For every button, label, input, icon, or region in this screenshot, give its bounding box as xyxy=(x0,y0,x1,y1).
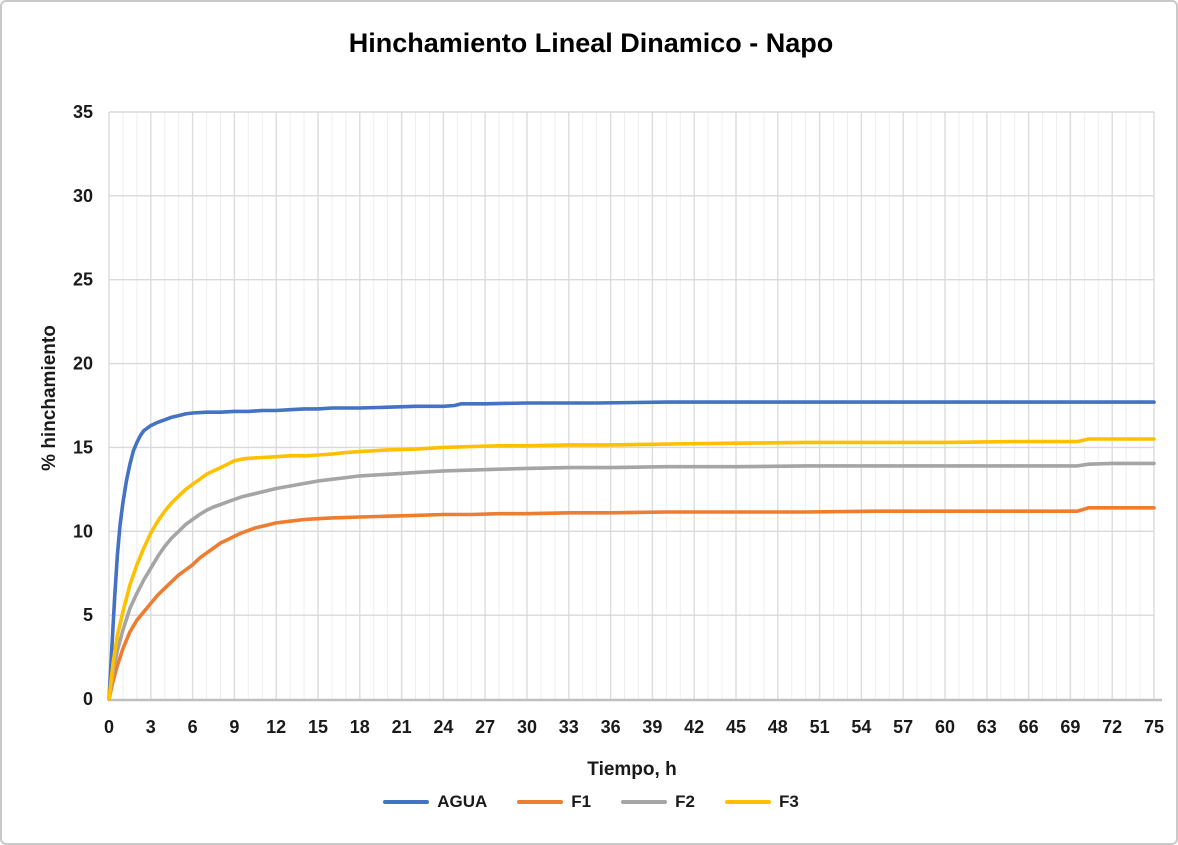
x-tick-label: 60 xyxy=(935,717,955,737)
x-tick-label: 48 xyxy=(768,717,788,737)
legend-line-swatch xyxy=(621,800,668,804)
x-tick-label: 27 xyxy=(475,717,495,737)
legend-item-f2: F2 xyxy=(621,792,695,812)
y-tick-label: 30 xyxy=(73,186,93,206)
x-tick-label: 15 xyxy=(308,717,328,737)
y-tick-label: 20 xyxy=(73,354,93,374)
y-tick-label: 10 xyxy=(73,521,93,541)
x-tick-label: 33 xyxy=(559,717,579,737)
x-axis-title: Tiempo, h xyxy=(587,759,677,780)
x-tick-label: 57 xyxy=(893,717,913,737)
x-tick-label: 0 xyxy=(104,717,114,737)
series-line-f3 xyxy=(107,437,1156,701)
x-tick-label: 54 xyxy=(851,717,871,737)
x-tick-label: 45 xyxy=(726,717,746,737)
x-tick-label: 42 xyxy=(684,717,704,737)
series-line-f1 xyxy=(107,505,1156,701)
series-line-agua xyxy=(107,400,1156,701)
x-tick-label: 75 xyxy=(1144,717,1164,737)
x-tick-label: 9 xyxy=(229,717,239,737)
legend-line-swatch xyxy=(517,800,564,804)
x-tick-label: 21 xyxy=(392,717,412,737)
x-tick-label: 30 xyxy=(517,717,537,737)
series-line-f2 xyxy=(107,461,1156,701)
y-tick-label: 5 xyxy=(83,605,93,625)
y-tick-label: 35 xyxy=(73,102,93,122)
legend: AGUA F1 F2 F3 xyxy=(2,792,1176,812)
y-tick-label: 0 xyxy=(83,689,93,709)
legend-line-swatch xyxy=(383,800,430,804)
x-tick-label: 69 xyxy=(1060,717,1080,737)
legend-label: F3 xyxy=(778,792,799,811)
legend-item-agua: AGUA xyxy=(383,792,487,812)
x-tick-label: 24 xyxy=(433,717,453,737)
legend-label: F2 xyxy=(675,792,695,811)
x-tick-label: 12 xyxy=(266,717,286,737)
x-tick-label: 36 xyxy=(601,717,621,737)
legend-label: F1 xyxy=(571,792,592,811)
legend-item-f1: F1 xyxy=(517,792,591,812)
x-tick-label: 3 xyxy=(146,717,156,737)
x-tick-label: 51 xyxy=(810,717,830,737)
chart-title: Hinchamiento Lineal Dinamico - Napo xyxy=(348,28,834,58)
x-tick-label: 72 xyxy=(1102,717,1122,737)
legend-label: AGUA xyxy=(437,792,488,811)
x-tick-label: 6 xyxy=(188,717,198,737)
y-tick-label: 25 xyxy=(73,270,93,290)
legend-item-f3: F3 xyxy=(724,792,799,812)
x-tick-label: 63 xyxy=(977,717,997,737)
x-tick-label: 66 xyxy=(1019,717,1039,737)
y-tick-label: 15 xyxy=(73,437,93,457)
x-tick-label: 18 xyxy=(350,717,370,737)
y-axis-title: % hinchamiento xyxy=(39,325,60,471)
legend-line-swatch xyxy=(724,800,771,804)
x-tick-label: 39 xyxy=(642,717,662,737)
